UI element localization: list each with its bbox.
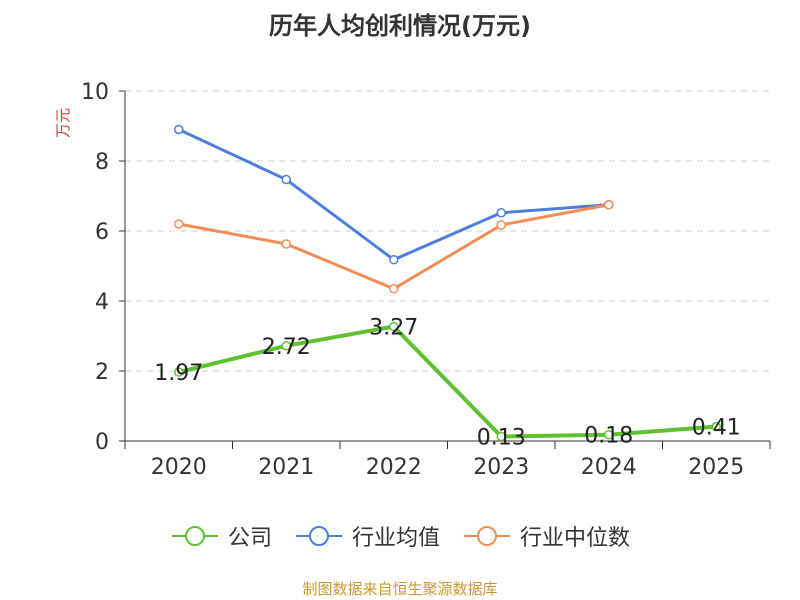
data-label-2021: 2.72	[262, 335, 311, 360]
legend-label-company: 公司	[227, 526, 272, 551]
axes: 0 2 4 6 8 10 万元 2020 2021 2022 2023 2024 2025	[54, 80, 771, 480]
data-label-2025: 0.41	[692, 416, 741, 441]
data-labels: 1.97 2.72 3.27 0.13 0.18 0.41	[154, 316, 740, 451]
y-tick-label-2: 4	[95, 290, 109, 315]
series-1-point-2020	[174, 124, 184, 135]
series-line-0	[178, 324, 717, 439]
series-1-point-2021	[281, 174, 291, 185]
series-0-point-2024	[604, 429, 614, 440]
x-tick-label-2020: 2020	[151, 455, 207, 480]
x-tick-label-2021: 2021	[258, 455, 314, 480]
legend: 公司 行业均值 行业中位数	[0, 520, 800, 552]
series-1-point-2023	[496, 208, 506, 218]
chart-title: 历年人均创利情况(万元)	[269, 12, 531, 40]
data-label-2023: 0.13	[477, 425, 526, 450]
series-2-point-2020	[174, 219, 184, 229]
legend-item-company[interactable]: 公司	[170, 520, 272, 552]
legend-marker-industry-mean	[295, 526, 342, 546]
legend-marker-industry-median	[464, 526, 510, 546]
series-line-1	[178, 128, 609, 262]
legend-label-industry-mean: 行业均值	[351, 526, 440, 551]
series-0-point-2020	[174, 367, 184, 377]
series-0-point-2021	[281, 341, 291, 351]
y-tick-label-4: 8	[95, 150, 109, 175]
data-label-2020: 1.97	[154, 361, 203, 386]
y-tick-label-3: 6	[95, 220, 109, 245]
legend-item-industry-mean[interactable]: 行业均值	[294, 520, 440, 552]
series-2-point-2023	[496, 220, 506, 230]
series-1-point-2022	[389, 254, 399, 265]
x-tick-label-2022: 2022	[366, 455, 422, 480]
legend-label-industry-median: 行业中位数	[520, 526, 631, 551]
y-tick-label-5: 10	[81, 80, 109, 105]
series-line-2	[178, 203, 610, 291]
y-axis-label: 万元	[54, 108, 72, 138]
x-tick-label-2023: 2023	[473, 455, 529, 480]
data-source: 制图数据来自恒生聚源数据库	[302, 580, 498, 598]
series-0-point-2023	[496, 431, 506, 442]
series-2-point-2024	[604, 200, 614, 210]
legend-item-industry-median[interactable]: 行业中位数	[462, 520, 630, 552]
series-2-point-2022	[389, 284, 399, 294]
y-tick-label-0: 0	[95, 430, 109, 455]
series-lines	[174, 124, 721, 442]
legend-marker-company	[171, 526, 218, 546]
series-2-point-2021	[281, 239, 291, 249]
x-tick-label-2025: 2025	[688, 455, 744, 480]
grid-lines	[125, 90, 770, 372]
series-0-point-2025	[711, 421, 721, 432]
data-label-2024: 0.18	[584, 424, 633, 449]
data-label-2022: 3.27	[369, 316, 418, 341]
series-0-point-2022	[389, 321, 399, 332]
x-tick-label-2024: 2024	[581, 455, 637, 480]
y-tick-label-1: 2	[95, 360, 109, 385]
